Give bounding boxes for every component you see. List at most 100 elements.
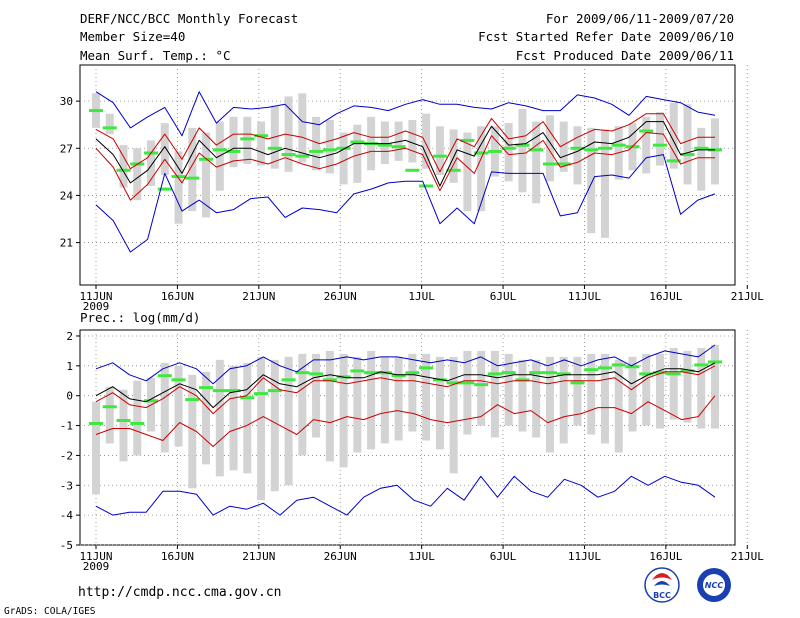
temp-spread-bar [174,151,183,224]
prec-spread-bar [642,353,651,426]
temp-member-marker [542,162,557,166]
temp-member-marker [666,159,681,163]
prec-member-marker [556,372,571,376]
prec-member-marker [666,372,681,376]
prec-spread-bar [587,353,596,435]
temp-spread-bar [463,132,472,212]
prec-spread-bar [105,386,114,444]
prec-spread-bar [697,347,706,429]
prec-spread-bar [243,362,252,474]
temp-x-tick-label: 6JUL [490,290,517,303]
prec-spread-bar [298,353,307,456]
prec-member-marker [460,381,475,385]
prec-member-marker [542,371,557,375]
prec-spread-bar [380,356,389,444]
temp-spread-bar [697,127,706,191]
prec-spread-bar [229,365,238,471]
grads-credit: GrADS: COLA/IGES [4,606,96,617]
temp-spread-bar [711,118,719,185]
source-url[interactable]: http://cmdp.ncc.cma.gov.cn [78,585,282,600]
prec-x-tick-label: 21JUN [242,550,275,563]
temp-spread-bar [600,129,609,238]
temp-member-marker [254,134,269,138]
prec-x-tick-label: 1JUL [408,550,435,563]
temp-member-marker [460,138,475,142]
prec-spread-bar [394,356,403,441]
temp-spread-bar [312,116,321,171]
temp-panel-label: Mean Surf. Temp.: °C [80,48,231,63]
prec-member-marker [597,366,612,370]
temp-line-upper-spread [95,113,715,173]
temp-member-marker [295,154,310,158]
prec-member-marker [102,405,117,409]
prec-line-maximum [95,344,716,385]
temp-member-marker [652,143,667,147]
prec-member-marker [515,378,530,382]
temp-spread-bar [422,113,431,169]
temp-spread-bar [545,115,554,182]
temp-line-minimum [95,154,716,253]
prec-spread-bar [339,353,348,468]
temp-x-tick-label: 26JUN [324,290,357,303]
temp-member-marker [240,137,255,141]
prec-spread-bar [133,380,142,456]
temp-y-tick-label: 30 [60,95,73,108]
prec-spread-bar [92,401,100,495]
prec-x-tick-label: 16JUL [649,550,682,563]
prec-member-marker [116,418,131,422]
temp-spread-bar [119,145,128,188]
prec-y-tick-label: -4 [60,509,74,522]
forecast-start-date: Fcst Started Refer Date 2009/06/10 [478,29,734,44]
temp-spread-bar [380,121,389,164]
precipitation-panel: 11JUN 16JUN 21JUN 26JUN 1JUL 6JUL 11JUL 16JUL 21… [60,329,764,573]
temp-member-marker [267,146,282,150]
prec-member-marker [639,372,654,376]
temp-member-marker [639,129,654,133]
member-size: Member Size=40 [80,29,185,44]
prec-spread-bar [600,353,609,444]
temp-y-tick-label: 21 [60,237,73,250]
temp-spread-bar [160,123,169,175]
temp-line-lower-spread [95,132,715,201]
temp-x-tick-label: 16JUL [649,290,682,303]
prec-spread-bar [628,356,637,432]
temp-member-marker [446,168,461,172]
prec-member-marker [295,371,310,375]
prec-spread-bar [614,359,623,453]
prec-frame [79,329,736,546]
temp-member-marker [102,126,117,130]
temp-spread-bar [683,104,692,185]
prec-x-tick-label: 11JUL [568,550,601,563]
prec-spread-bar [711,344,719,429]
prec-member-marker [212,389,227,393]
temp-spread-bar [587,127,596,234]
prec-x-year-label: 2009 [83,560,110,573]
prec-spread-bar [202,371,211,465]
prec-member-marker [309,372,324,376]
temp-member-marker [157,187,172,191]
prec-line-ensemble-mean [95,362,716,409]
prec-spread-bar [683,350,692,423]
prec-line-lower-spread [95,395,716,447]
temp-line-ensemble-mean [95,121,715,187]
temp-line-maximum [95,91,716,137]
temp-member-marker [199,157,214,161]
prec-spread-bar [573,356,582,426]
temp-spread-bar [669,102,678,169]
temp-spread-bar [188,127,197,212]
temp-x-tick-label: 1JUL [408,290,435,303]
prec-member-marker [185,398,200,402]
temp-spread-bar [408,120,417,163]
prec-member-marker [529,371,544,375]
temp-spread-bar [339,132,348,185]
forecast-produced-date: Fcst Produced Date 2009/06/11 [516,48,734,63]
temp-spread-bar [202,132,211,218]
temp-x-year-label: 2009 [83,300,110,313]
prec-member-marker [130,421,145,425]
prec-y-tick-label: 0 [66,390,73,403]
temperature-panel: 11JUN 16JUN 21JUN 26JUN 1JUL 6JUL 11JUL 16JUL 21… [60,64,764,313]
prec-spread-bar [312,353,321,438]
prec-member-marker [474,383,489,387]
temp-member-marker [474,151,489,155]
prec-x-tick-label: 11JUN [79,550,112,563]
